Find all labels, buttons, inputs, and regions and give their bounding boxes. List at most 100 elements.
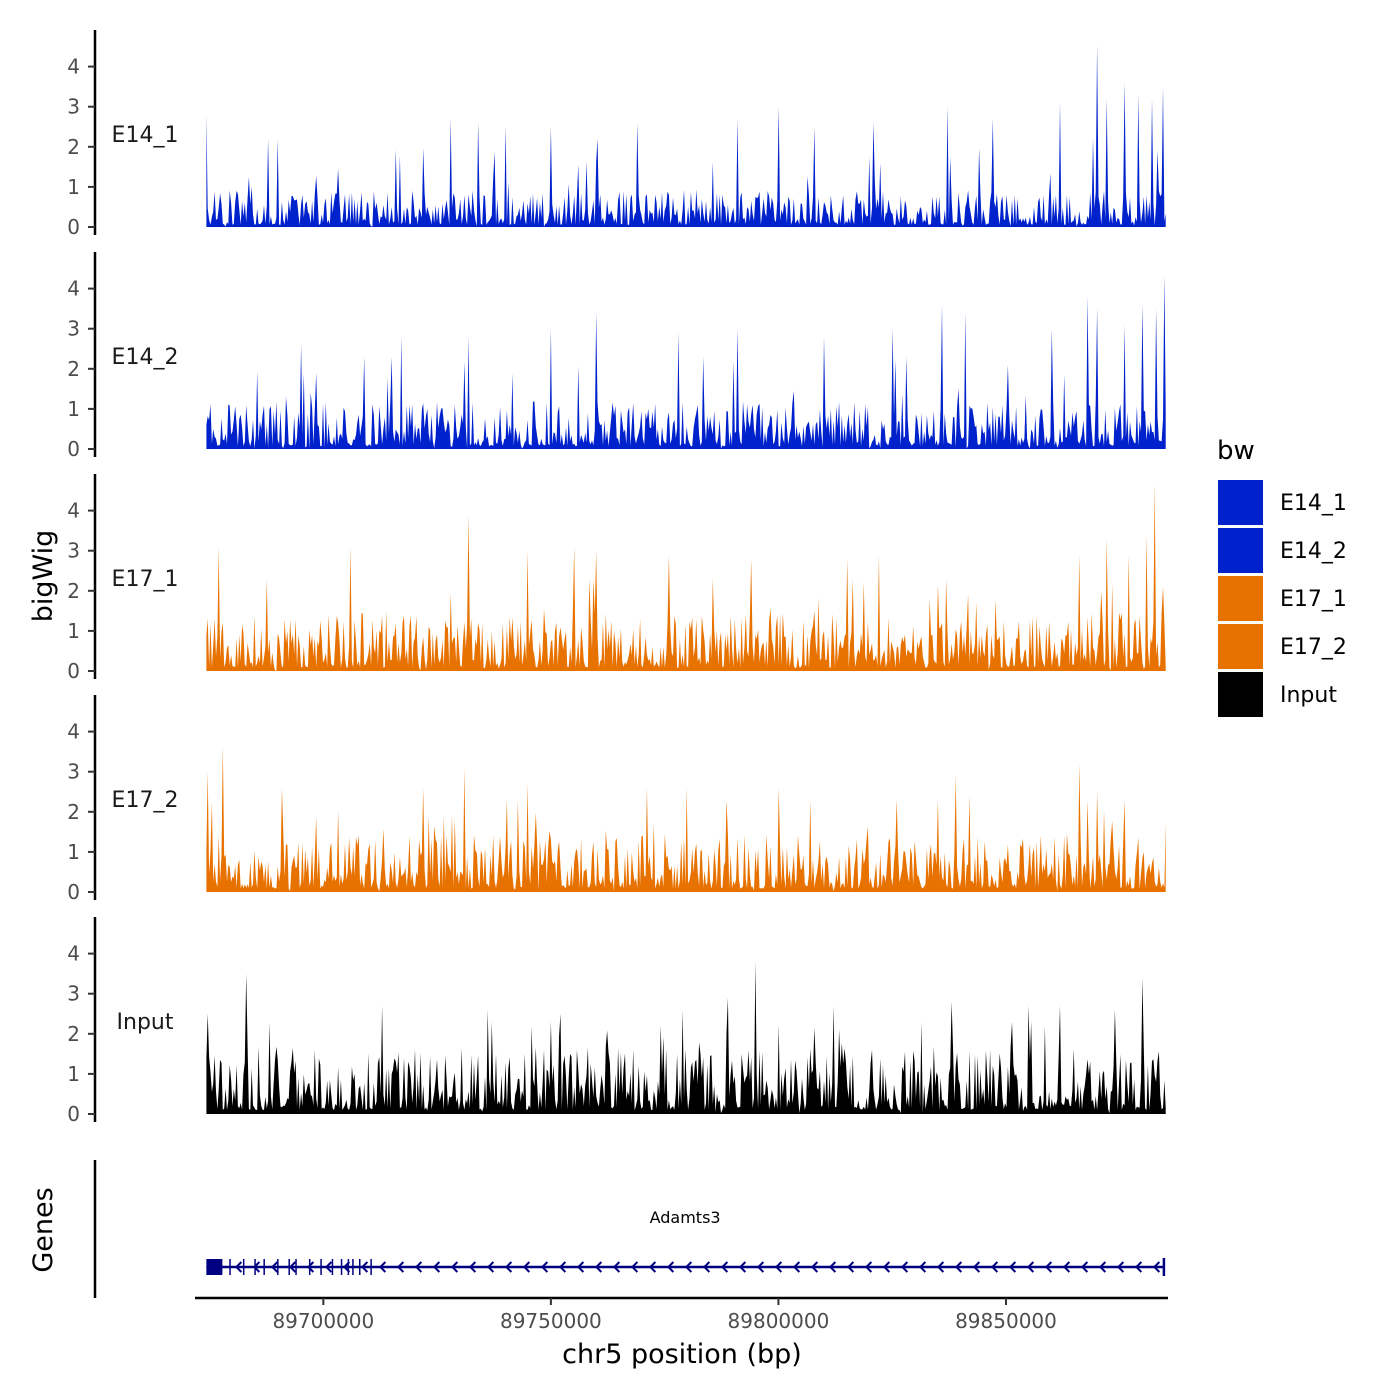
track-e17-2: 0 1 2 3 4 E17_2: [67, 695, 1166, 904]
strand-arrow: [594, 1261, 603, 1273]
track-label: E17_2: [112, 788, 179, 813]
y-tick-label: 3: [67, 539, 80, 563]
signal-area: [206, 961, 1166, 1114]
y-tick-label: 4: [67, 720, 80, 744]
strand-arrow: [342, 1261, 351, 1273]
y-tick-label: 4: [67, 55, 80, 79]
track-input: 0 1 2 3 4 Input: [67, 917, 1166, 1126]
y-tick-label: 3: [67, 760, 80, 784]
signal-area: [206, 482, 1166, 671]
y-tick-label: 1: [67, 175, 80, 199]
legend-swatch: [1218, 672, 1263, 717]
track-e17-1: 0 1 2 3 4 E17_1: [67, 474, 1166, 683]
track-e14-2: 0 1 2 3 4 E14_2: [67, 252, 1166, 461]
strand-arrow: [702, 1261, 711, 1273]
strand-arrow: [936, 1261, 945, 1273]
strand-arrow: [648, 1261, 657, 1273]
legend-label: E14_2: [1280, 539, 1347, 564]
signal-area: [206, 274, 1166, 449]
strand-arrow: [1152, 1261, 1161, 1273]
strand-arrow: [486, 1261, 495, 1273]
signal-tracks: 0 1 2 3 4 E14_1 0 1 2 3 4 E14_2 0 1 2 3 4 E17_1 0 1 2 3 4 E17_2…: [67, 30, 1166, 1126]
strand-arrow: [324, 1261, 333, 1273]
strand-arrow: [468, 1261, 477, 1273]
strand-arrow: [1116, 1261, 1125, 1273]
legend-swatch: [1218, 480, 1263, 525]
y-tick-label: 1: [67, 1062, 80, 1086]
strand-arrow: [540, 1261, 549, 1273]
gene-track: Adamts3: [93, 1160, 1166, 1298]
strand-arrow: [954, 1261, 963, 1273]
legend-title: bw: [1217, 436, 1255, 466]
track-e14-1: 0 1 2 3 4 E14_1: [67, 30, 1166, 239]
strand-arrow: [612, 1261, 621, 1273]
y-tick-label: 0: [67, 659, 80, 683]
x-axis-title: chr5 position (bp): [562, 1339, 802, 1370]
strand-arrow: [522, 1261, 531, 1273]
strand-arrow: [1008, 1261, 1017, 1273]
y-tick-label: 2: [67, 1022, 80, 1046]
strand-arrow: [900, 1261, 909, 1273]
gene-utr: [206, 1259, 223, 1275]
strand-arrow: [288, 1261, 297, 1273]
strand-arrow: [684, 1261, 693, 1273]
y-tick-label: 1: [67, 397, 80, 421]
strand-arrow: [738, 1261, 747, 1273]
track-label: E14_2: [112, 345, 179, 370]
y-axis-title: bigWig: [28, 530, 59, 623]
legend: bw E14_1 E14_2 E17_1 E17_2 Input: [1217, 436, 1347, 717]
y-tick-label: 2: [67, 800, 80, 824]
y-tick-label: 1: [67, 840, 80, 864]
strand-arrow: [720, 1261, 729, 1273]
strand-arrow: [432, 1261, 441, 1273]
strand-arrow: [1044, 1261, 1053, 1273]
y-tick-label: 0: [67, 437, 80, 461]
y-tick-label: 3: [67, 317, 80, 341]
x-tick-label: 89800000: [728, 1309, 830, 1333]
y-tick-label: 1: [67, 619, 80, 643]
strand-arrow: [630, 1261, 639, 1273]
strand-arrow: [1098, 1261, 1107, 1273]
signal-area: [206, 745, 1166, 892]
strand-arrow: [864, 1261, 873, 1273]
strand-arrow: [1080, 1261, 1089, 1273]
legend-swatch: [1218, 576, 1263, 621]
strand-arrow: [1062, 1261, 1071, 1273]
strand-arrow: [792, 1261, 801, 1273]
strand-arrow: [270, 1261, 279, 1273]
x-tick-label: 89700000: [272, 1309, 374, 1333]
track-label: E17_1: [112, 567, 179, 592]
strand-arrow: [1134, 1261, 1143, 1273]
y-tick-label: 0: [67, 1102, 80, 1126]
x-tick-label: 89750000: [500, 1309, 602, 1333]
y-tick-label: 0: [67, 215, 80, 239]
signal-area: [206, 44, 1166, 227]
strand-arrow: [360, 1261, 369, 1273]
strand-arrow: [252, 1261, 261, 1273]
gene-track-title: Genes: [28, 1187, 59, 1272]
legend-label: Input: [1280, 683, 1337, 708]
y-tick-label: 4: [67, 277, 80, 301]
strand-arrow: [234, 1261, 243, 1273]
legend-label: E17_2: [1280, 635, 1347, 660]
strand-arrow: [306, 1261, 315, 1273]
x-tick-label: 89850000: [955, 1309, 1057, 1333]
strand-arrow: [396, 1261, 405, 1273]
strand-arrow: [990, 1261, 999, 1273]
strand-arrow: [846, 1261, 855, 1273]
y-tick-label: 4: [67, 499, 80, 523]
strand-arrow: [774, 1261, 783, 1273]
strand-arrow: [414, 1261, 423, 1273]
legend-swatch: [1218, 528, 1263, 573]
legend-label: E17_1: [1280, 587, 1347, 612]
legend-swatch: [1218, 624, 1263, 669]
track-label: Input: [117, 1010, 174, 1035]
strand-arrow: [378, 1261, 387, 1273]
x-axis: 89700000 89750000 89800000 89850000: [195, 1296, 1168, 1333]
strand-arrow: [828, 1261, 837, 1273]
strand-arrow: [756, 1261, 765, 1273]
y-tick-label: 2: [67, 135, 80, 159]
strand-arrow: [666, 1261, 675, 1273]
y-tick-label: 2: [67, 357, 80, 381]
